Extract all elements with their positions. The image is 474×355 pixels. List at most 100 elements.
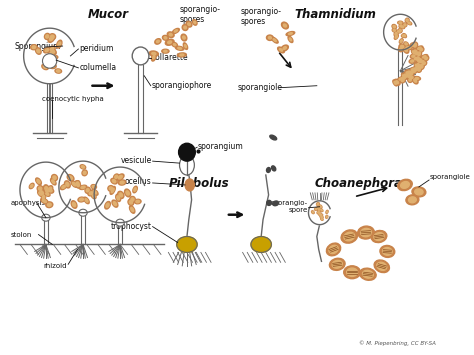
Ellipse shape — [414, 51, 419, 56]
Ellipse shape — [398, 21, 403, 24]
Ellipse shape — [44, 48, 50, 53]
Ellipse shape — [111, 188, 114, 192]
Text: sporangiophore: sporangiophore — [152, 81, 212, 90]
Ellipse shape — [416, 58, 421, 64]
Ellipse shape — [412, 77, 418, 84]
Ellipse shape — [321, 209, 322, 211]
Ellipse shape — [423, 56, 426, 58]
Ellipse shape — [361, 228, 372, 237]
Ellipse shape — [417, 57, 419, 59]
Ellipse shape — [42, 214, 50, 221]
Text: sporangiole: sporangiole — [430, 174, 471, 180]
Ellipse shape — [48, 35, 55, 42]
Ellipse shape — [119, 193, 122, 197]
Ellipse shape — [418, 69, 420, 71]
Ellipse shape — [377, 262, 387, 271]
Ellipse shape — [50, 48, 54, 50]
Ellipse shape — [51, 55, 54, 59]
Ellipse shape — [326, 211, 328, 213]
Ellipse shape — [151, 53, 156, 61]
Ellipse shape — [401, 34, 405, 37]
Ellipse shape — [408, 22, 410, 24]
Ellipse shape — [319, 214, 323, 216]
Ellipse shape — [320, 206, 321, 207]
Ellipse shape — [396, 30, 401, 33]
Ellipse shape — [152, 53, 156, 55]
Ellipse shape — [49, 63, 56, 69]
Ellipse shape — [405, 43, 407, 45]
Ellipse shape — [318, 212, 319, 213]
Ellipse shape — [108, 186, 114, 191]
Ellipse shape — [399, 47, 403, 52]
Circle shape — [24, 28, 76, 84]
Ellipse shape — [411, 44, 414, 46]
Ellipse shape — [404, 24, 406, 26]
Ellipse shape — [317, 206, 319, 209]
Ellipse shape — [56, 40, 62, 48]
Ellipse shape — [42, 64, 48, 70]
Ellipse shape — [51, 49, 55, 53]
Ellipse shape — [280, 49, 283, 51]
Ellipse shape — [86, 189, 89, 192]
Ellipse shape — [417, 67, 421, 72]
Ellipse shape — [85, 199, 88, 202]
Ellipse shape — [401, 79, 404, 82]
Ellipse shape — [272, 166, 276, 171]
Ellipse shape — [411, 68, 415, 70]
Ellipse shape — [408, 47, 411, 49]
Ellipse shape — [162, 49, 169, 53]
Ellipse shape — [134, 188, 137, 191]
Ellipse shape — [128, 199, 134, 206]
Ellipse shape — [419, 47, 424, 52]
Ellipse shape — [37, 186, 43, 192]
Ellipse shape — [399, 22, 402, 23]
Ellipse shape — [319, 213, 321, 215]
Circle shape — [383, 14, 417, 50]
Ellipse shape — [181, 34, 187, 41]
Ellipse shape — [415, 57, 420, 62]
Text: sporangium: sporangium — [198, 142, 244, 151]
Ellipse shape — [45, 33, 50, 39]
Ellipse shape — [405, 70, 410, 76]
Ellipse shape — [344, 232, 355, 241]
Ellipse shape — [321, 219, 322, 220]
Ellipse shape — [415, 189, 423, 195]
Ellipse shape — [52, 56, 56, 59]
Circle shape — [20, 162, 72, 218]
Ellipse shape — [400, 25, 402, 27]
Ellipse shape — [401, 73, 406, 79]
Ellipse shape — [418, 67, 420, 70]
Ellipse shape — [408, 75, 415, 80]
Ellipse shape — [399, 24, 402, 28]
Ellipse shape — [418, 52, 420, 54]
Ellipse shape — [327, 211, 328, 213]
Ellipse shape — [320, 215, 322, 216]
Ellipse shape — [194, 21, 196, 24]
Ellipse shape — [407, 73, 412, 78]
Ellipse shape — [133, 186, 137, 193]
Ellipse shape — [46, 189, 49, 192]
Circle shape — [309, 201, 331, 225]
Ellipse shape — [164, 37, 167, 39]
Ellipse shape — [71, 201, 77, 208]
Ellipse shape — [374, 233, 384, 240]
Ellipse shape — [403, 23, 407, 27]
Ellipse shape — [36, 48, 41, 54]
Ellipse shape — [177, 236, 197, 252]
Ellipse shape — [40, 191, 44, 195]
Ellipse shape — [360, 268, 376, 280]
Ellipse shape — [412, 55, 415, 57]
Ellipse shape — [414, 63, 419, 69]
Ellipse shape — [45, 192, 50, 196]
Ellipse shape — [410, 43, 416, 47]
Ellipse shape — [406, 45, 412, 50]
Ellipse shape — [406, 72, 409, 75]
Ellipse shape — [51, 61, 55, 65]
Ellipse shape — [418, 65, 421, 67]
Ellipse shape — [311, 211, 314, 214]
Ellipse shape — [178, 47, 182, 49]
Ellipse shape — [344, 266, 360, 279]
Ellipse shape — [89, 192, 93, 195]
Ellipse shape — [289, 33, 292, 34]
Ellipse shape — [177, 53, 186, 57]
